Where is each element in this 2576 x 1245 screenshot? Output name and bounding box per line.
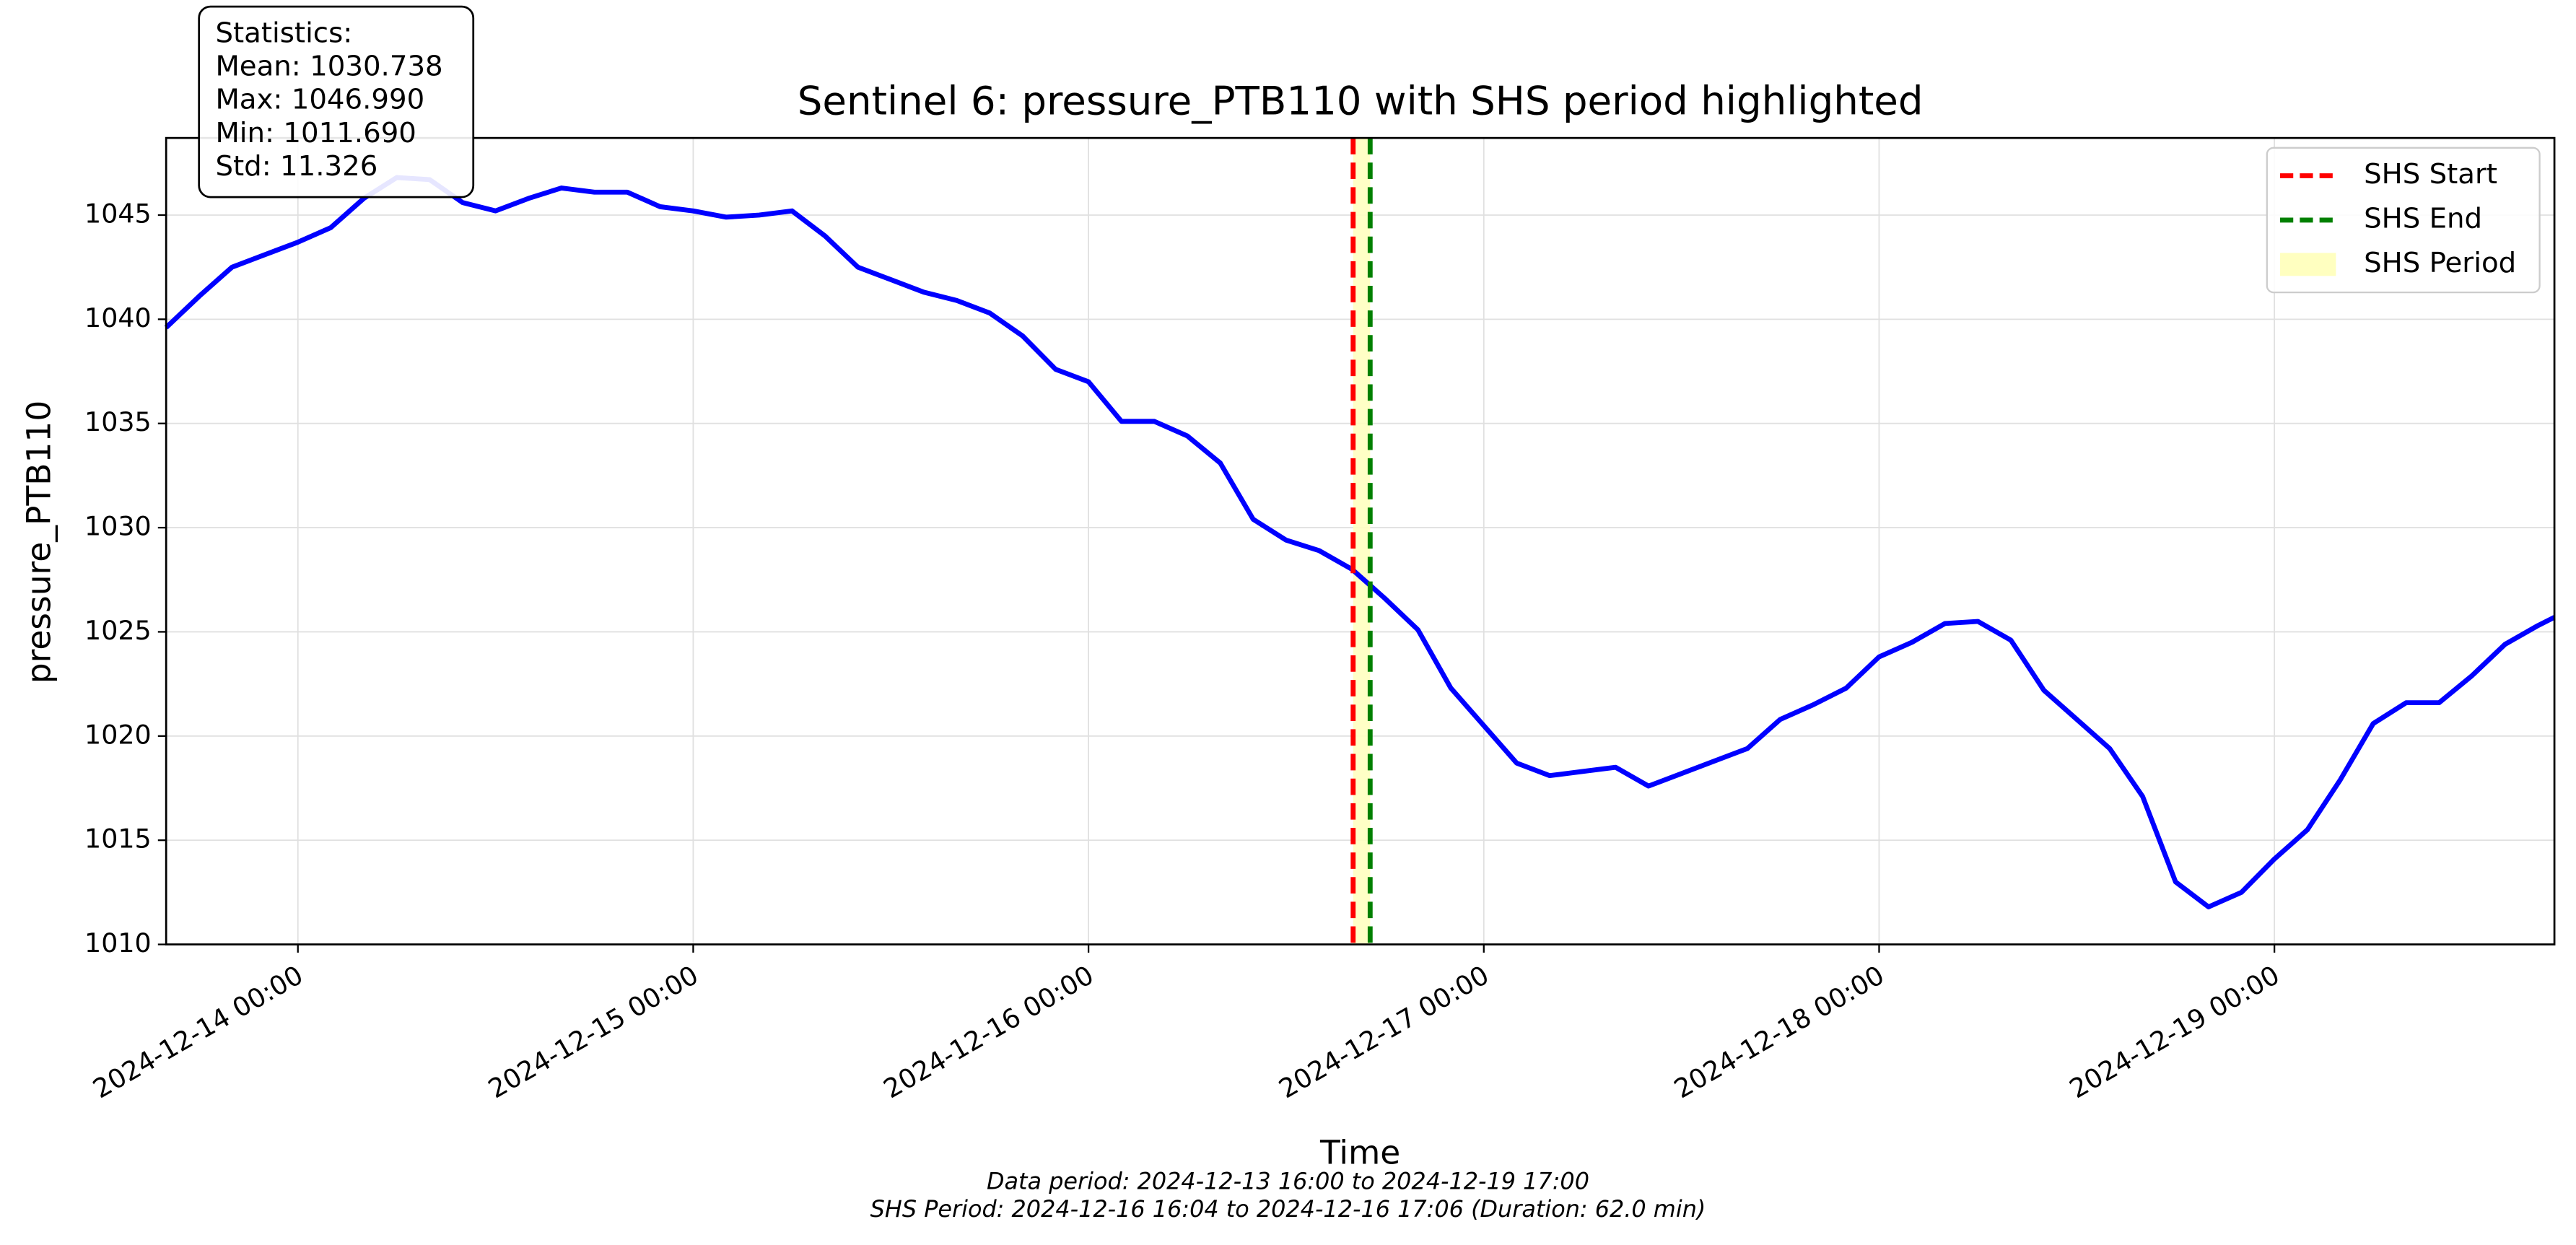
x-tick-label: 2024-12-17 00:00: [1273, 959, 1494, 1104]
legend-swatch: [2280, 253, 2336, 276]
y-axis-label: pressure_PTB110: [20, 401, 58, 684]
footnote: Data period: 2024-12-13 16:00 to 2024-12…: [987, 1168, 1589, 1195]
stats-line: Std: 11.326: [215, 150, 377, 183]
y-tick-label: 1035: [84, 406, 152, 437]
x-tick-label: 2024-12-14 00:00: [87, 959, 308, 1104]
stats-line: Statistics:: [215, 17, 352, 49]
shs-period: [1353, 138, 1371, 945]
stats-line: Max: 1046.990: [215, 84, 424, 116]
x-tick-label: 2024-12-15 00:00: [483, 959, 704, 1104]
footnote: SHS Period: 2024-12-16 16:04 to 2024-12-…: [870, 1195, 1706, 1223]
y-tick-label: 1045: [84, 198, 152, 229]
y-tick-label: 1015: [84, 824, 152, 855]
chart-title: Sentinel 6: pressure_PTB110 with SHS per…: [798, 78, 1924, 124]
stats-line: Min: 1011.690: [215, 117, 416, 149]
y-tick-label: 1010: [84, 927, 152, 958]
x-axis-label: Time: [1319, 1133, 1400, 1171]
y-tick-label: 1040: [84, 302, 152, 333]
legend-label: SHS Period: [2364, 247, 2516, 279]
x-tick-label: 2024-12-16 00:00: [878, 959, 1099, 1104]
y-tick-label: 1020: [84, 719, 152, 750]
legend-label: SHS Start: [2364, 158, 2497, 191]
stats-line: Mean: 1030.738: [215, 50, 442, 82]
legend-label: SHS End: [2364, 202, 2482, 235]
y-tick-label: 1025: [84, 615, 152, 646]
x-tick-label: 2024-12-19 00:00: [2064, 959, 2285, 1104]
y-tick-label: 1030: [84, 511, 152, 542]
plot-frame: [165, 136, 2556, 945]
x-tick-label: 2024-12-18 00:00: [1669, 959, 1890, 1104]
stats-box: [198, 5, 475, 198]
